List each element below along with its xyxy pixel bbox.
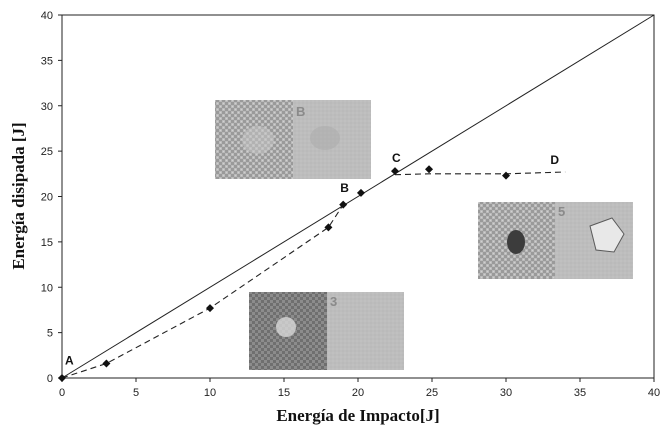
x-tick-label: 30 — [500, 387, 512, 399]
point-label-d: D — [550, 153, 559, 167]
inset-photo-pair-b: B — [215, 100, 371, 179]
point-labels: A B C D — [65, 151, 559, 367]
inset-photo-label-3: 3 — [330, 294, 337, 309]
data-point — [206, 304, 214, 313]
y-tick-label: 40 — [41, 10, 53, 22]
reference-line-path — [61, 14, 655, 379]
x-axis-title: Energía de Impacto[J] — [276, 406, 439, 425]
data-point — [425, 165, 434, 174]
x-tick-label: 10 — [204, 387, 216, 399]
y-axis-title: Energía disipada [J] — [9, 122, 28, 269]
data-point — [391, 167, 399, 176]
x-tick-label: 20 — [352, 387, 364, 399]
data-points — [58, 165, 510, 382]
y-tick-label: 20 — [41, 192, 53, 204]
inset-photo-label-5: 5 — [558, 204, 565, 219]
x-tick-label: 25 — [426, 387, 438, 399]
data-point — [356, 188, 365, 197]
reference-line — [61, 14, 655, 379]
inset-photo-label-b: B — [296, 104, 305, 119]
inset-photo-pair-3: 3 — [249, 292, 404, 370]
x-axis-ticks: 0 5 10 15 20 25 30 35 40 — [59, 378, 660, 399]
point-label-c: C — [392, 151, 401, 165]
x-tick-label: 35 — [574, 387, 586, 399]
y-tick-label: 5 — [47, 328, 53, 340]
data-point — [339, 200, 348, 209]
y-tick-label: 15 — [41, 237, 53, 249]
fit-curve-2 — [394, 171, 566, 176]
point-label-b: B — [340, 181, 349, 195]
x-tick-label: 0 — [59, 387, 65, 399]
point-label-a: A — [65, 353, 74, 367]
y-tick-label: 0 — [47, 373, 53, 385]
data-point — [502, 171, 510, 180]
data-point — [58, 374, 66, 382]
y-tick-label: 30 — [41, 101, 53, 113]
y-tick-label: 35 — [41, 55, 53, 67]
y-tick-label: 25 — [41, 146, 53, 158]
y-tick-label: 10 — [41, 282, 53, 294]
data-point — [324, 223, 333, 232]
x-tick-label: 40 — [648, 387, 660, 399]
y-axis-ticks: 0 5 10 15 20 25 30 35 40 — [41, 10, 62, 385]
data-point — [102, 359, 111, 368]
x-tick-label: 5 — [133, 387, 139, 399]
x-tick-label: 15 — [278, 387, 290, 399]
inset-photo-pair-5: 5 — [478, 202, 633, 279]
